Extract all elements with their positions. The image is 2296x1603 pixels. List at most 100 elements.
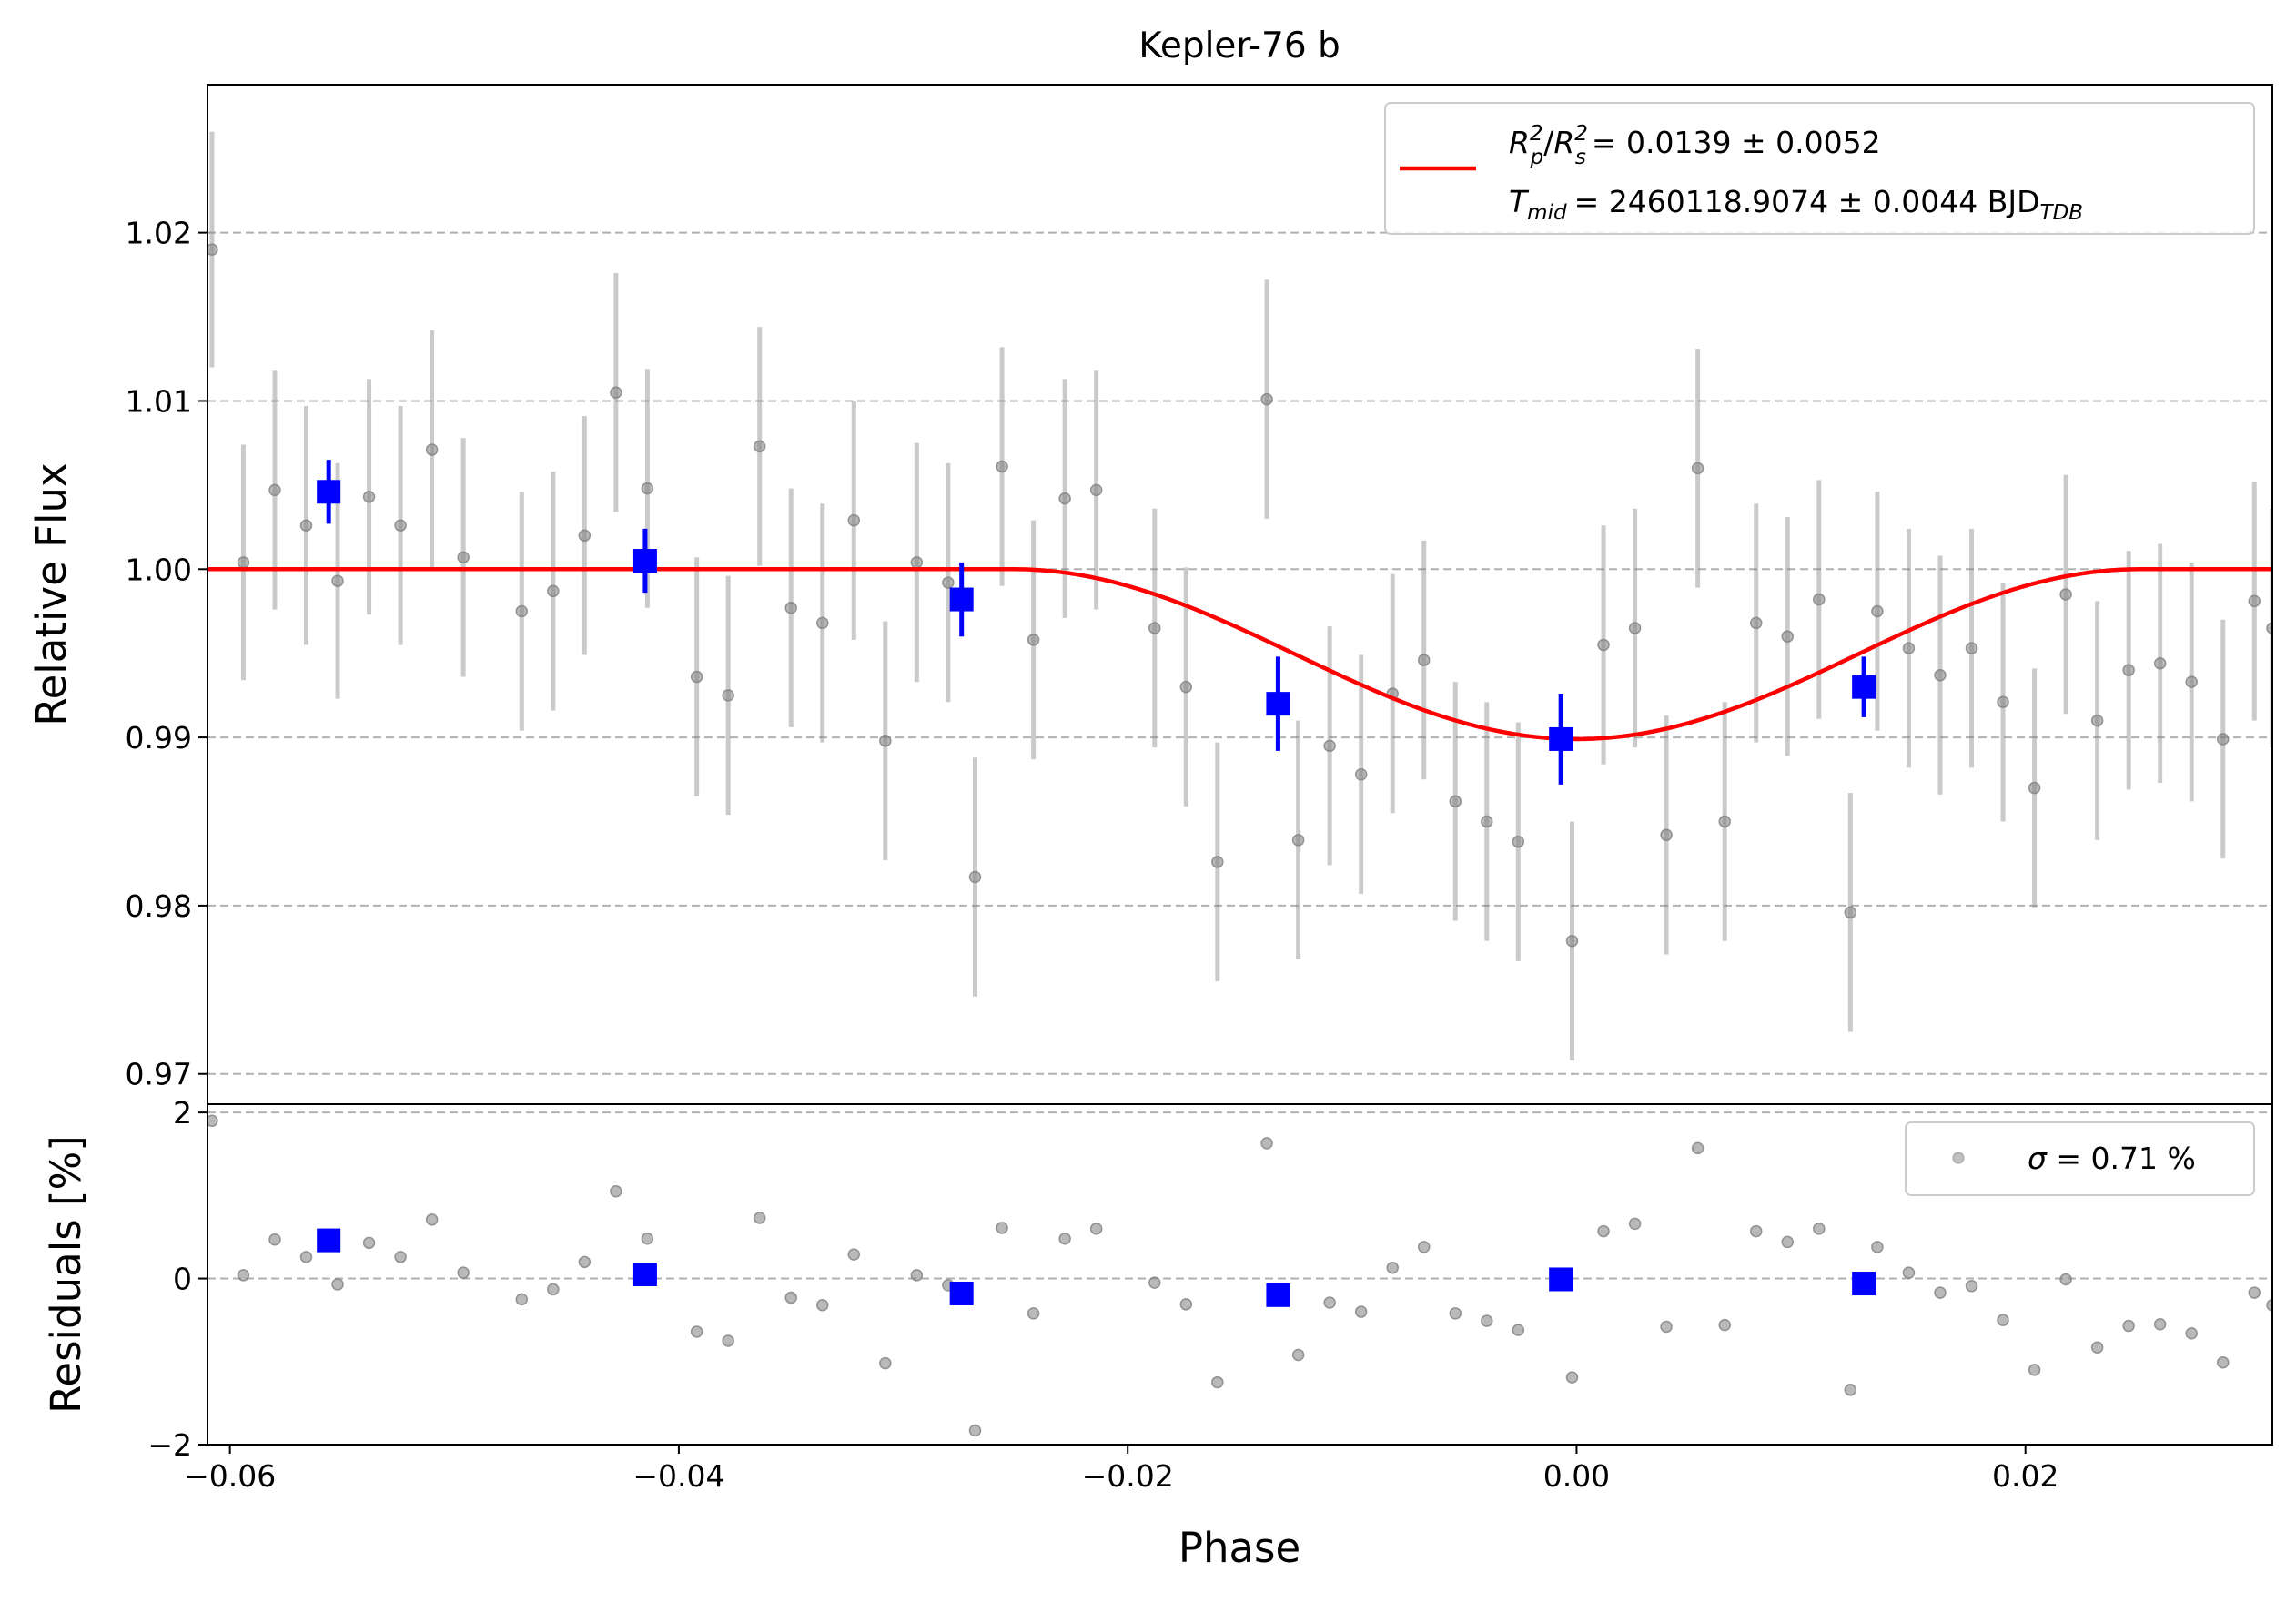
raw-data-point bbox=[641, 482, 654, 495]
top-panel-legend: R2 p/R2 s = 0.0139 ± 0.0052 Tmid = 2460118.9… bbox=[1384, 102, 2255, 235]
raw-residual-point bbox=[2028, 1364, 2041, 1376]
raw-residual-point bbox=[457, 1266, 470, 1279]
raw-residual-point bbox=[237, 1269, 250, 1282]
raw-data-point bbox=[722, 689, 734, 702]
top-y-tick-label: 1.02 bbox=[126, 216, 192, 251]
raw-data-point bbox=[547, 584, 560, 598]
raw-data-point bbox=[996, 460, 1008, 473]
raw-data-point bbox=[1691, 462, 1704, 475]
raw-data-point bbox=[515, 604, 529, 618]
raw-residual-point bbox=[1781, 1235, 1795, 1249]
top-panel-raw-points bbox=[207, 131, 2272, 1060]
raw-data-point bbox=[1628, 622, 1642, 634]
raw-residual-point bbox=[268, 1233, 281, 1246]
raw-residual-point bbox=[1089, 1223, 1103, 1235]
raw-data-point bbox=[2216, 733, 2230, 746]
raw-residual-point bbox=[1512, 1324, 1525, 1336]
raw-residual-point bbox=[910, 1269, 924, 1282]
raw-data-point bbox=[1417, 654, 1431, 666]
raw-data-point bbox=[331, 574, 344, 587]
raw-residual-point bbox=[1902, 1266, 1916, 1279]
top-y-tick-label: 1.00 bbox=[126, 552, 192, 587]
legend-depth-line: R2 p/R2 s = 0.0139 ± 0.0052 bbox=[1509, 122, 1881, 169]
binned-residual-point bbox=[949, 1281, 974, 1305]
raw-residual-point bbox=[425, 1213, 439, 1226]
raw-residual-point bbox=[2153, 1317, 2167, 1331]
raw-data-point bbox=[1323, 739, 1336, 753]
raw-data-point bbox=[1871, 604, 1884, 618]
raw-data-point bbox=[1512, 835, 1525, 848]
raw-residual-point bbox=[1934, 1286, 1947, 1299]
raw-residual-point bbox=[2216, 1355, 2230, 1369]
raw-residual-point bbox=[1058, 1233, 1071, 1245]
raw-residual-point bbox=[2248, 1286, 2261, 1299]
raw-data-point bbox=[1813, 593, 1826, 606]
raw-data-point bbox=[1750, 616, 1763, 630]
bottom-panel-y-label: Residuals [%] bbox=[42, 1135, 90, 1414]
raw-residual-point bbox=[1997, 1314, 2009, 1326]
x-tick-label: −0.06 bbox=[184, 1458, 276, 1494]
raw-residual-point bbox=[362, 1236, 376, 1250]
raw-residual-point bbox=[331, 1278, 344, 1291]
bottom-panel-raw-residuals bbox=[207, 1114, 2272, 1437]
top-panel-y-label: Relative Flux bbox=[27, 462, 76, 725]
raw-residual-point bbox=[547, 1283, 560, 1296]
raw-residual-point bbox=[816, 1299, 829, 1312]
raw-residual-point bbox=[1565, 1371, 1579, 1384]
raw-data-point bbox=[268, 483, 281, 497]
raw-residual-point bbox=[2266, 1299, 2272, 1312]
raw-data-point bbox=[1565, 934, 1579, 948]
raw-residual-point bbox=[1291, 1348, 1305, 1362]
raw-data-point bbox=[690, 670, 703, 684]
top-y-tick-label: 0.98 bbox=[126, 888, 192, 924]
raw-residual-point bbox=[1813, 1223, 1826, 1235]
binned-residual-point bbox=[1852, 1272, 1876, 1296]
raw-data-point bbox=[2248, 594, 2261, 608]
raw-residual-point bbox=[690, 1325, 703, 1338]
bottom-panel-y-ticks: −2 0 2 bbox=[147, 1095, 207, 1463]
raw-residual-point bbox=[207, 1114, 218, 1127]
raw-residual-point bbox=[1718, 1318, 1731, 1332]
raw-data-point bbox=[425, 443, 439, 456]
binned-residual-point bbox=[1266, 1283, 1290, 1307]
raw-data-point bbox=[457, 551, 470, 564]
bottom-panel-legend: σ = 0.71 % bbox=[1905, 1121, 2255, 1196]
top-y-tick-label: 0.97 bbox=[126, 1057, 192, 1092]
raw-data-point bbox=[1934, 668, 1947, 682]
x-axis-label: Phase bbox=[1178, 1524, 1300, 1572]
raw-data-point bbox=[2185, 675, 2198, 688]
binned-data-point bbox=[632, 549, 657, 573]
raw-data-point bbox=[610, 386, 622, 399]
bottom-panel-binned-residuals bbox=[317, 1228, 1876, 1307]
raw-data-point bbox=[816, 616, 829, 630]
top-panel-gridlines bbox=[207, 231, 2272, 1075]
transit-model-curve bbox=[207, 567, 2272, 742]
raw-data-point bbox=[1997, 695, 2009, 709]
raw-data-point bbox=[2090, 714, 2104, 727]
raw-residual-point bbox=[641, 1233, 654, 1245]
raw-data-point bbox=[2122, 664, 2135, 676]
raw-residual-point bbox=[1260, 1137, 1273, 1150]
raw-data-point bbox=[1965, 642, 1978, 654]
raw-residual-point bbox=[2122, 1319, 2135, 1333]
raw-residual-point bbox=[394, 1251, 407, 1263]
raw-data-point bbox=[784, 602, 797, 614]
raw-residual-point bbox=[1597, 1224, 1610, 1238]
legend-sigma-text: σ = 0.71 % bbox=[2028, 1141, 2196, 1176]
top-panel-frame bbox=[207, 84, 2273, 1105]
raw-residual-point bbox=[1691, 1141, 1704, 1155]
raw-residual-point bbox=[1660, 1320, 1673, 1334]
raw-residual-point bbox=[1628, 1217, 1642, 1231]
raw-data-point bbox=[910, 556, 924, 569]
binned-residual-point bbox=[1549, 1267, 1573, 1292]
raw-residual-point bbox=[610, 1185, 622, 1198]
bottom-y-tick-label: 0 bbox=[173, 1262, 192, 1297]
raw-residual-point bbox=[847, 1248, 861, 1261]
raw-data-point bbox=[1660, 828, 1673, 842]
raw-data-point bbox=[1449, 795, 1462, 808]
chart-title: Kepler-76 b bbox=[1138, 25, 1340, 66]
x-tick-label: 0.02 bbox=[1992, 1458, 2058, 1494]
raw-data-point bbox=[942, 576, 955, 589]
raw-residual-point bbox=[1148, 1276, 1161, 1289]
binned-data-point bbox=[317, 480, 341, 504]
